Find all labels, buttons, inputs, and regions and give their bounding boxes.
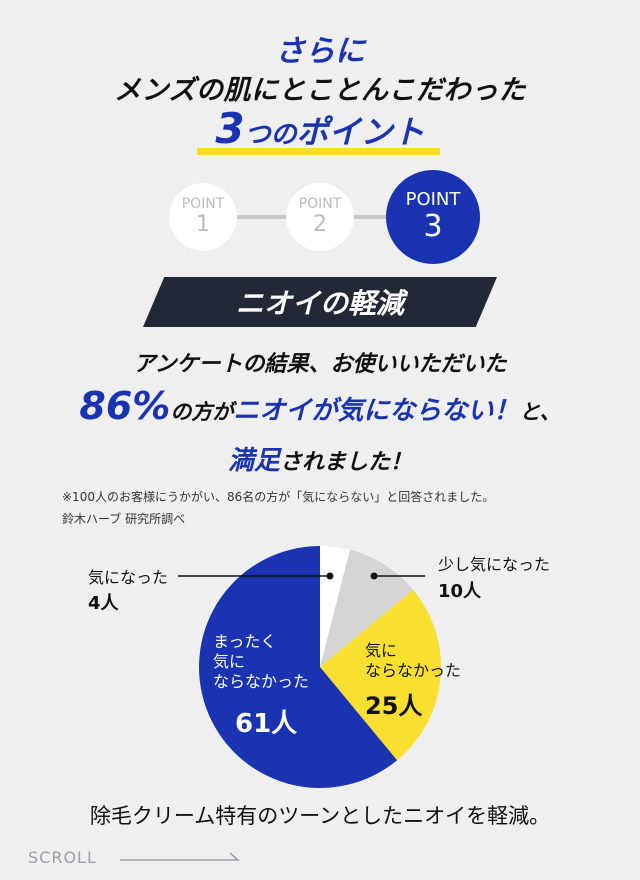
heading-line1: さらに (275, 34, 365, 69)
survey-note: ※100人のお客様にうかがい、86名の方が「気にならない」と回答されました。 (62, 490, 495, 504)
heading-line2: メンズの肌にとことんこだわった (114, 75, 526, 106)
slice-mattaku (199, 546, 398, 788)
label-kininatta: 気になった (88, 568, 169, 587)
step-1[interactable]: POINT 1 (169, 183, 237, 251)
heading-underline (197, 148, 440, 155)
points-number: 3 (215, 104, 245, 153)
points-particle: つの (244, 120, 297, 150)
label-mattaku-1: まったく (213, 632, 277, 651)
step-3-label: POINT (405, 189, 461, 210)
leader-dot-1 (326, 572, 334, 580)
label-mattaku-2: 気に (213, 652, 246, 671)
label-kininaranakatta-2: ならなかった (365, 661, 462, 680)
slice-kininaranakatta (320, 589, 441, 761)
message-l3a: 満足 (227, 446, 280, 476)
message-line1: アンケートの結果、お使いいただいた (133, 352, 507, 377)
step-3[interactable]: POINT 3 (386, 170, 480, 264)
value-sukoshi: 10人 (438, 581, 482, 602)
message-l2c: と、 (519, 400, 561, 424)
survey-source: 鈴木ハーブ 研究所調べ (62, 512, 186, 526)
scroll-indicator[interactable]: SCROLL (28, 848, 97, 867)
label-mattaku-3: ならなかった (213, 672, 310, 691)
bottom-message: 除毛クリーム特有のツーンとしたニオイを軽減。 (89, 804, 551, 828)
banner-title: ニオイの軽減 (235, 287, 404, 320)
message-l3b: されました！ (280, 450, 413, 475)
points-word: ポイント (296, 113, 425, 151)
value-mattaku: 61人 (235, 709, 298, 739)
step-1-label: POINT (181, 196, 225, 212)
message-percent: 86% (79, 384, 171, 428)
step-1-number: 1 (196, 212, 210, 237)
step-3-number: 3 (423, 209, 443, 244)
leader-dot-2 (370, 572, 378, 580)
step-2[interactable]: POINT 2 (286, 183, 354, 251)
step-2-number: 2 (313, 212, 327, 237)
value-kininaranakatta: 25人 (365, 692, 423, 720)
scroll-arrow-icon (120, 852, 240, 861)
section-banner: ニオイの軽減 (143, 277, 497, 327)
message-line2: 86%の方がニオイが気にならない！と、 (0, 384, 640, 428)
step-2-label: POINT (298, 196, 342, 212)
slice-sukoshi (320, 549, 414, 667)
label-sukoshi: 少し気になった (438, 555, 551, 574)
label-kininaranakatta-1: 気に (365, 641, 398, 660)
message-l2b: ニオイが気にならない！ (233, 396, 520, 426)
message-l2a: の方が (170, 400, 234, 424)
heading-points: 3つのポイント (0, 104, 640, 153)
scroll-label: SCROLL (28, 848, 97, 867)
value-kininatta: 4人 (88, 593, 119, 614)
message-line3: 満足されました！ (0, 440, 640, 477)
